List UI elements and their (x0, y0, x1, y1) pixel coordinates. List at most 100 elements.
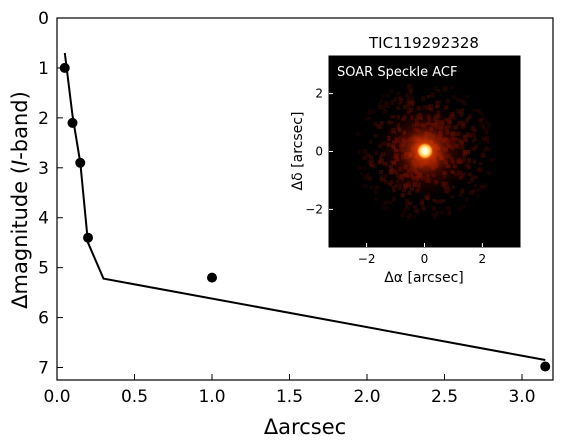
acf-speckle (368, 108, 372, 112)
acf-speckle (481, 137, 486, 141)
acf-speckle (486, 147, 491, 152)
acf-speckle (379, 98, 384, 103)
acf-speckle (403, 208, 407, 214)
acf-speckle (461, 204, 467, 208)
acf-speckle (446, 206, 451, 210)
acf-speckle (484, 128, 489, 134)
acf-speckle (366, 110, 372, 115)
acf-speckle (384, 101, 389, 105)
acf-speckle (458, 207, 463, 212)
acf-speckle (404, 204, 409, 209)
acf-speckle (482, 148, 486, 154)
acf-speckle (484, 145, 488, 151)
acf-speckle (397, 95, 403, 101)
acf-speckle (374, 197, 378, 201)
inset-x-tick-label: −2 (358, 252, 376, 266)
acf-speckle (377, 105, 382, 110)
acf-core (417, 143, 433, 159)
acf-speckle (464, 197, 469, 202)
acf-speckle (486, 121, 492, 127)
acf-speckle (478, 117, 483, 121)
x-tick-label: 2.0 (353, 387, 380, 407)
acf-speckle (486, 126, 491, 130)
acf-speckle (460, 99, 465, 104)
acf-speckle (482, 126, 486, 130)
x-axis-label: Δarcsec (264, 415, 346, 439)
acf-speckle (436, 89, 441, 93)
y-tick-label: 3 (38, 159, 49, 179)
acf-speckle (360, 156, 365, 160)
acf-speckle (413, 205, 418, 209)
acf-speckle (484, 137, 489, 142)
acf-speckle (445, 98, 451, 104)
y-tick-label: 5 (38, 259, 49, 279)
inset-y-tick-label: −2 (305, 202, 323, 216)
main-plot-frame (56, 17, 554, 381)
acf-speckle (462, 101, 467, 106)
acf-speckle (400, 213, 406, 218)
acf-speckle (381, 204, 385, 210)
acf-speckle (399, 98, 403, 104)
acf-speckle (476, 168, 482, 173)
acf-speckle (369, 160, 374, 165)
acf-speckle (373, 122, 378, 126)
acf-speckle (396, 91, 401, 96)
acf-speckle (450, 85, 455, 90)
inset-ticks: −2 0 2 2 0 −2 (305, 87, 486, 266)
acf-speckle (480, 123, 485, 128)
acf-speckle (407, 83, 411, 89)
x-tick-label: 0.0 (43, 387, 70, 407)
inset-y-tick-label: 2 (315, 87, 323, 101)
acf-speckle (484, 131, 489, 135)
acf-speckle (408, 88, 413, 94)
acf-speckle (406, 85, 411, 90)
data-point (59, 62, 70, 73)
acf-speckle (439, 210, 445, 215)
acf-speckle (421, 206, 427, 212)
data-point (83, 232, 93, 243)
acf-speckle (482, 185, 486, 191)
inset-y-tick-label: 0 (315, 145, 323, 159)
acf-speckle (383, 206, 389, 210)
y-tick-label: 6 (38, 309, 49, 329)
acf-speckle (406, 215, 412, 221)
acf-speckle (355, 131, 361, 137)
acf-speckle (486, 139, 491, 144)
acf-speckle (373, 190, 379, 194)
acf-speckle (363, 165, 367, 171)
main-ticks: 0.0 0.5 1.0 1.5 2.0 2.5 3.0 0 1 2 3 4 5 6 7 (38, 9, 535, 407)
acf-speckle (484, 135, 490, 140)
acf-speckle (478, 162, 483, 166)
acf-speckle (407, 83, 413, 89)
acf-speckle (362, 175, 368, 181)
inset-x-tick-label: 2 (479, 252, 487, 266)
acf-speckle (489, 158, 495, 162)
acf-speckle (385, 93, 391, 98)
y-tick-label: 0 (38, 9, 49, 29)
acf-speckle (468, 191, 474, 195)
inset-y-axis-label: Δδ [arcsec] (290, 112, 306, 191)
acf-image (355, 83, 495, 221)
acf-speckle (443, 86, 448, 90)
acf-speckle (467, 115, 472, 120)
acf-speckle (469, 177, 475, 183)
acf-speckle (478, 118, 482, 123)
acf-speckle (447, 209, 452, 214)
y-tick-label: 4 (38, 209, 49, 229)
acf-speckle (465, 94, 470, 99)
acf-speckle (363, 155, 368, 160)
acf-speckle (479, 185, 485, 189)
inset-annotation: SOAR Speckle ACF (337, 65, 457, 80)
acf-speckle (363, 149, 368, 154)
acf-speckle (407, 95, 411, 101)
acf-speckle (471, 190, 476, 195)
x-tick-label: 2.5 (431, 387, 458, 407)
acf-speckle (447, 211, 452, 216)
acf-speckle (367, 159, 371, 165)
acf-speckle (467, 113, 472, 119)
acf-speckle (413, 207, 418, 213)
acf-speckle (472, 108, 477, 112)
acf-speckle (487, 171, 493, 176)
acf-speckle (483, 183, 488, 188)
